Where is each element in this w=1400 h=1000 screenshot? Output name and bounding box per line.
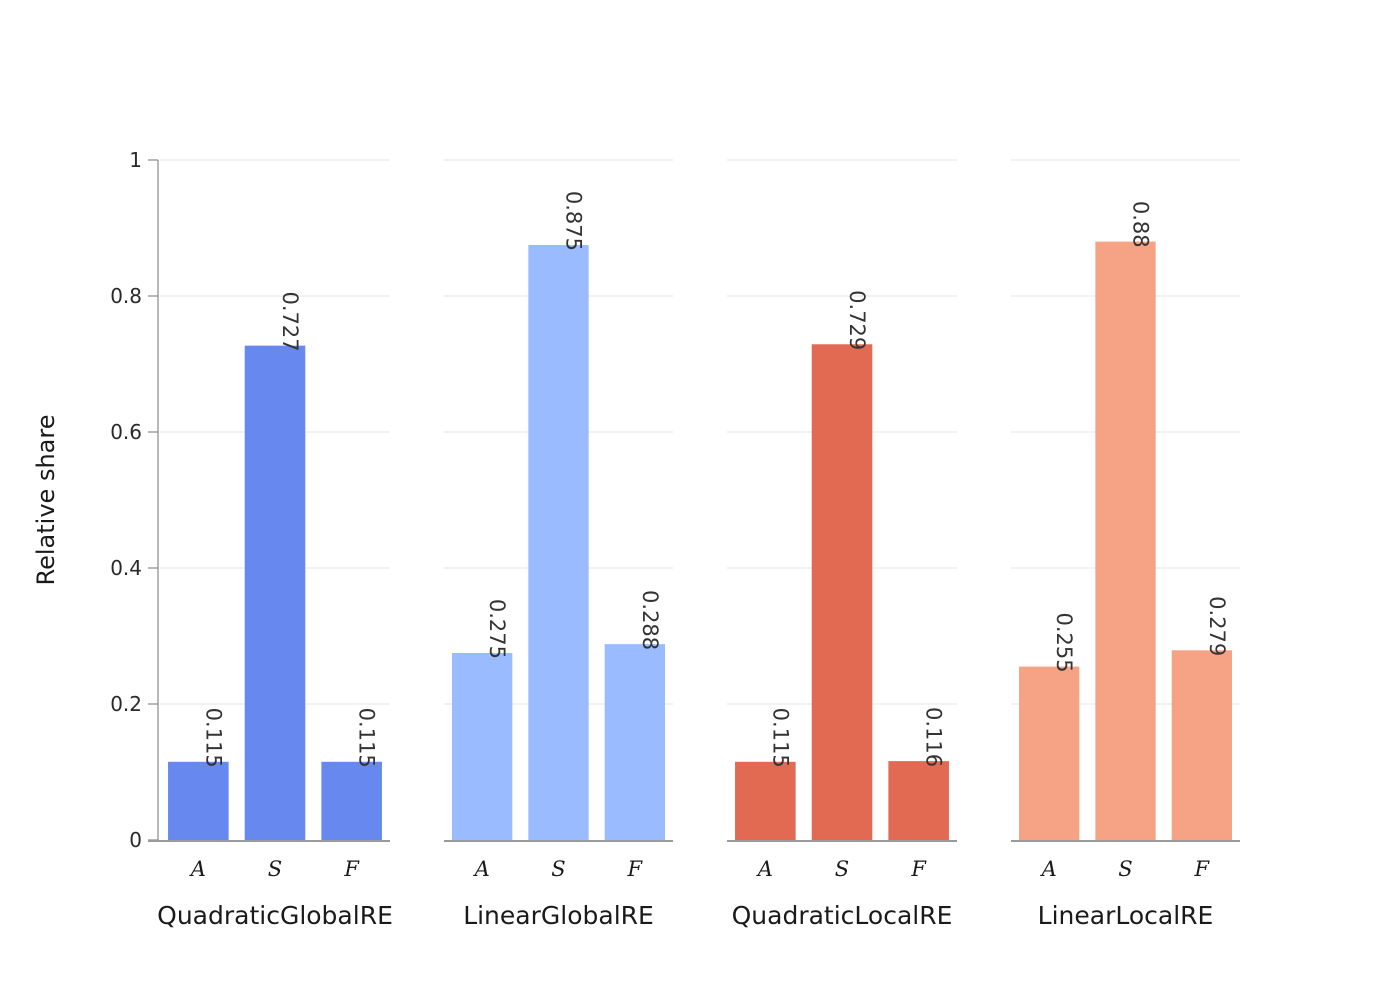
bar-value-label: 0.288 <box>638 590 662 650</box>
x-category-label: A <box>756 857 773 881</box>
panel-title-QuadraticLocalRE: QuadraticLocalRE <box>732 901 953 930</box>
bar-LinearLocalRE-S <box>1095 241 1156 841</box>
bar-value-label: 0.255 <box>1052 612 1076 672</box>
bar-LinearLocalRE-A <box>1019 666 1080 840</box>
x-category-label: S <box>268 857 282 881</box>
x-category-label: S <box>551 857 565 881</box>
bars: 0.115 0.727 0.115 0.275 0.875 0.288 0.115 0.729… <box>168 191 1232 841</box>
bar-value-label: 0.279 <box>1205 596 1229 656</box>
y-tick-label: 0 <box>129 828 142 852</box>
x-category-label: S <box>1118 857 1132 881</box>
bar-value-label: 0.875 <box>562 191 586 251</box>
bar-value-label: 0.115 <box>201 708 225 768</box>
bar-value-label: 0.115 <box>768 708 792 768</box>
x-category-label: S <box>835 857 849 881</box>
x-category-label: A <box>189 857 206 881</box>
bar-value-label: 0.275 <box>485 599 509 659</box>
x-category-label: F <box>627 857 644 881</box>
gridlines <box>160 159 1240 705</box>
bar-LinearLocalRE-F <box>1171 650 1232 840</box>
bar-QuadraticLocalRE-A <box>735 761 796 840</box>
bar-LinearGlobalRE-A <box>452 653 513 840</box>
bar-QuadraticLocalRE-F <box>888 761 949 840</box>
x-category-label: F <box>343 857 360 881</box>
panel-title-LinearLocalRE: LinearLocalRE <box>1038 901 1214 930</box>
y-tick-label: 0.8 <box>110 284 142 308</box>
y-tick-label: 0.2 <box>110 692 142 716</box>
panel-title-QuadraticGlobalRE: QuadraticGlobalRE <box>157 901 393 930</box>
bar-QuadraticGlobalRE-F <box>321 761 382 840</box>
bar-QuadraticGlobalRE-A <box>168 761 229 840</box>
y-tick-label: 0.6 <box>110 420 142 444</box>
bar-value-label: 0.115 <box>355 708 379 768</box>
bar-value-label: 0.729 <box>845 290 869 350</box>
y-tick-label: 0.4 <box>110 556 142 580</box>
x-category-label: A <box>1040 857 1057 881</box>
y-axis-title: Relative share <box>32 415 60 586</box>
x-category-label: F <box>1194 857 1211 881</box>
x-category-label: A <box>473 857 490 881</box>
panel-title-LinearGlobalRE: LinearGlobalRE <box>463 901 654 930</box>
bar-value-label: 0.116 <box>922 707 946 767</box>
axes: 0 0.2 0.4 0.6 0.8 1 A S F QuadraticGlobalRE A S F Lin… <box>110 148 1240 930</box>
bar-value-label: 0.727 <box>278 292 302 352</box>
bar-LinearGlobalRE-S <box>528 245 589 840</box>
x-category-label: F <box>910 857 927 881</box>
bar-LinearGlobalRE-F <box>604 644 665 840</box>
bar-QuadraticGlobalRE-S <box>244 345 306 840</box>
bar-value-label: 0.88 <box>1129 201 1153 248</box>
bar-QuadraticLocalRE-S <box>811 344 873 840</box>
y-tick-label: 1 <box>129 148 142 172</box>
